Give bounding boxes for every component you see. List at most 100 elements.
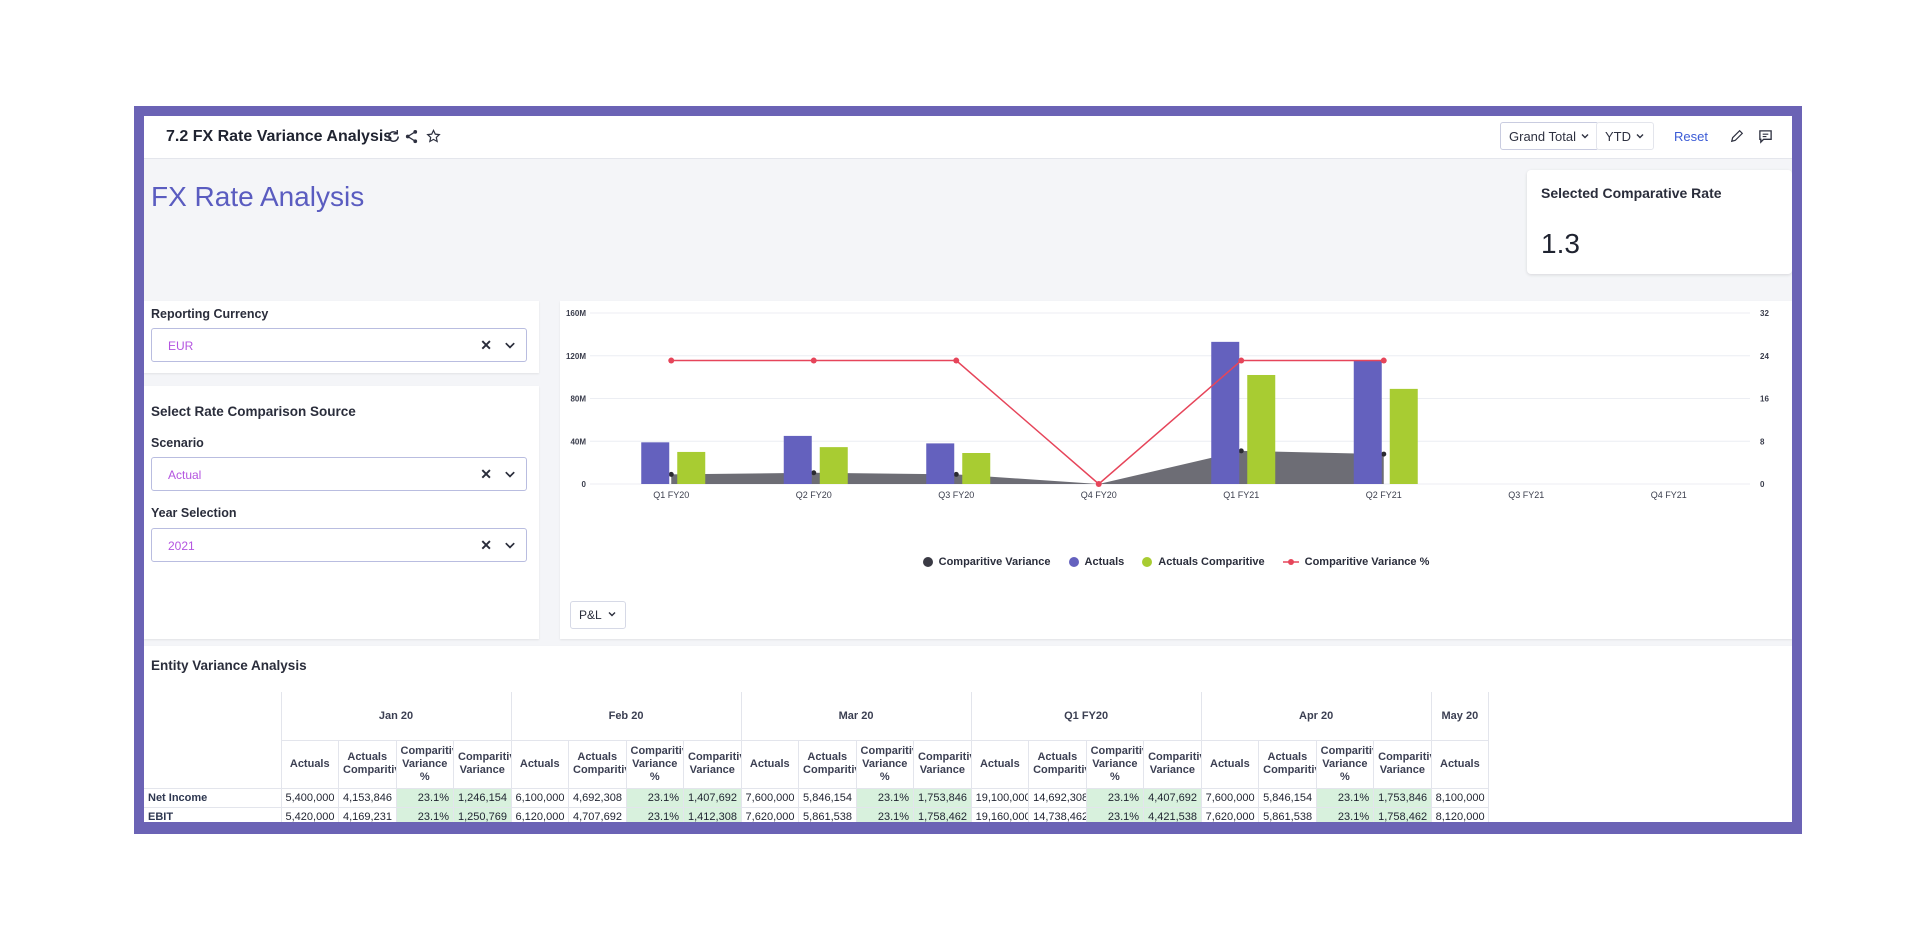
actuals-bar	[783, 435, 812, 484]
table-cell: 4,407,692	[1143, 788, 1202, 808]
grand-total-dropdown[interactable]: Grand Total	[1500, 122, 1599, 150]
y2-tick-label: 16	[1760, 395, 1769, 404]
actuals-bar	[1211, 341, 1240, 484]
table-cell: 4,707,692	[568, 807, 627, 822]
clear-icon[interactable]: ✕	[480, 337, 492, 353]
ytd-dropdown[interactable]: YTD	[1596, 122, 1654, 150]
refresh-icon[interactable]	[384, 127, 402, 145]
column-group-header: Mar 20	[741, 692, 972, 741]
y2-tick-label: 0	[1760, 480, 1765, 489]
table-cell: 1,758,462	[1373, 807, 1432, 822]
reset-button[interactable]: Reset	[1674, 129, 1708, 144]
y-tick-label: 120M	[566, 352, 586, 361]
x-tick-label: Q4 FY21	[1651, 490, 1687, 500]
chevron-down-icon[interactable]	[504, 538, 516, 556]
table-cell: 1,753,846	[1373, 788, 1432, 808]
comparitive-variance-pct-point	[953, 357, 960, 364]
fx-variance-chart: 0 40M 80M 120M 160M 0 8 16 24 32 Q1 FY20 Q2 FY20 Q3 …	[566, 309, 1769, 500]
actuals-comparitive-bar	[677, 451, 706, 484]
clear-icon[interactable]: ✕	[480, 466, 492, 482]
column-sub-header: Actuals	[1201, 740, 1260, 789]
chevron-down-icon	[1635, 129, 1645, 144]
table-cell: 1,246,154	[453, 788, 512, 808]
year-selection-select[interactable]: 2021 ✕	[151, 528, 527, 562]
column-sub-header: Actuals Comparitive	[1258, 740, 1317, 789]
actuals-comparitive-bar	[1247, 374, 1276, 484]
table-cell: 4,153,846	[338, 788, 397, 808]
comparitive-variance-point	[811, 470, 817, 476]
column-sub-header: Actuals	[1431, 740, 1490, 789]
pl-label: P&L	[579, 608, 602, 622]
column-sub-header: Actuals	[281, 740, 339, 789]
table-cell: 1,407,692	[683, 788, 742, 808]
reporting-currency-value: EUR	[168, 339, 194, 353]
column-group-header: Q1 FY20	[971, 692, 1202, 741]
x-tick-label: Q1 FY21	[1223, 490, 1259, 500]
column-sub-header: Actuals	[511, 740, 569, 789]
column-group-header: Feb 20	[511, 692, 742, 741]
dashboard-title: 7.2 FX Rate Variance Analysis	[166, 128, 393, 145]
table-cell: 23.1%	[1316, 807, 1375, 822]
column-sub-header: Comparitive Variance %	[1316, 740, 1375, 789]
y2-tick-label: 8	[1760, 437, 1765, 446]
legend-item-actuals-comparitive[interactable]: Actuals Comparitive	[1142, 556, 1265, 568]
table-row[interactable]: EBIT 5,420,000 4,169,231 23.1% 1,250,769 6,12…	[144, 807, 1490, 822]
edit-pencil-icon[interactable]	[1728, 127, 1746, 145]
x-tick-label: Q3 FY20	[938, 490, 974, 500]
comparitive-variance-pct-point	[1238, 357, 1245, 364]
pl-dropdown[interactable]: P&L	[570, 601, 626, 629]
ytd-label: YTD	[1605, 128, 1631, 144]
column-sub-header: Actuals Comparitive	[1028, 740, 1087, 789]
comparative-rate-card: Selected Comparative Rate 1.3	[1527, 170, 1792, 274]
star-icon[interactable]	[424, 127, 442, 145]
column-group-header: May 20	[1431, 692, 1490, 741]
table-cell: 8,120,000	[1431, 807, 1490, 822]
table-cell: 19,160,000	[971, 807, 1030, 822]
chevron-down-icon	[607, 608, 617, 622]
table-cell: 7,600,000	[1201, 788, 1260, 808]
chevron-down-icon	[1580, 129, 1590, 144]
column-group-header: Apr 20	[1201, 692, 1432, 741]
rate-comparison-panel: Select Rate Comparison Source Scenario A…	[144, 386, 539, 639]
y-tick-label: 0	[582, 480, 587, 489]
table-cell: 14,738,462	[1028, 807, 1087, 822]
column-group-header: Jan 20	[281, 692, 512, 741]
table-cell: 23.1%	[396, 807, 454, 822]
entity-variance-table: Jan 20 Feb 20 Mar 20 Q1 FY20 Apr 20 May 20 Act…	[144, 692, 1490, 822]
table-cell: 23.1%	[626, 807, 684, 822]
table-cell: 4,169,231	[338, 807, 397, 822]
y-tick-label: 40M	[570, 437, 586, 446]
chevron-down-icon[interactable]	[504, 338, 516, 356]
table-cell: 4,692,308	[568, 788, 627, 808]
x-tick-label: Q2 FY20	[796, 490, 832, 500]
legend-item-actuals[interactable]: Actuals	[1068, 556, 1124, 568]
column-sub-header: Actuals	[971, 740, 1030, 789]
scenario-label: Scenario	[151, 436, 204, 450]
clear-icon[interactable]: ✕	[480, 537, 492, 553]
y-tick-label: 160M	[566, 309, 586, 318]
table-cell: 23.1%	[856, 807, 915, 822]
share-icon[interactable]	[402, 127, 420, 145]
comment-icon[interactable]	[1756, 127, 1774, 145]
column-sub-header: Comparitive Variance %	[856, 740, 915, 789]
fx-chart-panel: 0 40M 80M 120M 160M 0 8 16 24 32 Q1 FY20 Q2 FY20 Q3 …	[560, 301, 1792, 639]
actuals-comparitive-bar	[819, 447, 848, 484]
comparitive-variance-area	[671, 450, 1384, 484]
scenario-value: Actual	[168, 468, 202, 482]
column-sub-header: Comparitive Variance	[913, 740, 972, 789]
chevron-down-icon[interactable]	[504, 467, 516, 485]
year-selection-value: 2021	[168, 539, 195, 553]
dashboard-frame: 7.2 FX Rate Variance Analysis Grand Tota…	[134, 106, 1802, 834]
legend-item-comparitive-variance-pct[interactable]: Comparitive Variance %	[1282, 556, 1429, 568]
comparitive-variance-pct-point	[668, 357, 675, 364]
table-row[interactable]: Net Income 5,400,000 4,153,846 23.1% 1,246,1…	[144, 788, 1490, 808]
table-cell: 1,412,308	[683, 807, 742, 822]
column-sub-header: Comparitive Variance %	[626, 740, 684, 789]
legend-item-comparitive-variance[interactable]: Comparitive Variance	[922, 556, 1051, 568]
rate-card-value: 1.3	[1541, 228, 1580, 259]
entity-variance-panel: Entity Variance Analysis Jan 20 Feb 20 Mar…	[144, 646, 1792, 822]
table-cell: 1,758,462	[913, 807, 972, 822]
reporting-currency-select[interactable]: EUR ✕	[151, 328, 527, 362]
column-sub-header: Comparitive Variance	[683, 740, 742, 789]
scenario-select[interactable]: Actual ✕	[151, 457, 527, 491]
